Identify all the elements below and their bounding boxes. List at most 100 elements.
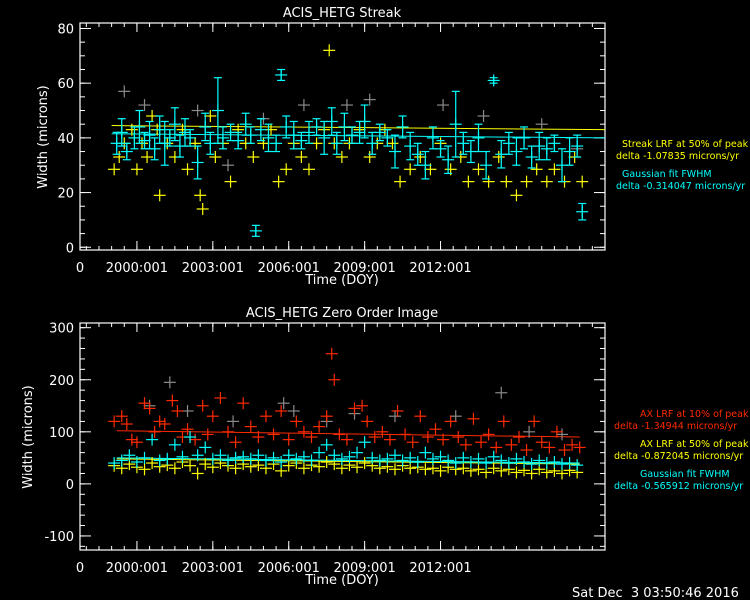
top-data-point [386, 137, 399, 150]
bottom-data-point [214, 449, 227, 462]
top-y-tick-label: 40 [57, 132, 74, 147]
bottom-data-point [313, 446, 326, 459]
top-data-point [265, 123, 278, 136]
bottom-data-point [163, 376, 176, 389]
top-data-point [345, 126, 358, 144]
bottom-x-tick-label: 2000:001 [106, 561, 168, 576]
bottom-data-point [419, 446, 432, 459]
top-data-point [211, 77, 224, 144]
bottom-data-points [108, 347, 586, 480]
bottom-data-point [495, 464, 508, 477]
top-plot-frame [79, 22, 606, 251]
bottom-data-point [191, 449, 204, 462]
top-data-point [464, 140, 477, 164]
top-legend-text: delta -0.314047 microns/yr [616, 181, 745, 192]
bottom-data-point [464, 456, 477, 469]
bottom-data-point [444, 415, 457, 428]
bottom-data-point [313, 420, 326, 433]
top-x-tick-label: 2012:001 [409, 261, 471, 276]
top-data-point [330, 131, 343, 155]
top-data-point [340, 99, 353, 112]
top-data-point [280, 115, 293, 139]
top-data-point [449, 90, 462, 158]
bottom-data-point [168, 438, 181, 451]
bottom-data-point [540, 457, 553, 470]
bottom-y-tick-label: 0 [66, 478, 74, 493]
bottom-legend-text: AX LRF at 10% of peak [640, 409, 749, 420]
top-data-point [184, 129, 197, 147]
bottom-data-point [356, 399, 369, 412]
bottom-data-point [558, 444, 571, 457]
bottom-fit-line [116, 430, 580, 438]
bottom-data-point [396, 454, 409, 467]
bottom-data-point [191, 467, 204, 480]
top-data-point [222, 159, 235, 172]
bottom-data-point [297, 425, 310, 438]
bottom-data-point [328, 373, 341, 386]
top-data-point [194, 189, 207, 202]
top-data-point [442, 145, 455, 175]
bottom-data-point [196, 399, 209, 412]
bottom-data-point [313, 460, 326, 473]
bottom-data-point [229, 451, 242, 464]
bottom-data-point [153, 454, 166, 467]
top-data-point [118, 85, 131, 98]
bottom-data-point [389, 449, 401, 462]
bottom-data-point [320, 410, 333, 423]
bottom-data-point [328, 449, 341, 462]
bottom-data-point [229, 462, 242, 475]
top-x-tick-label: 2009:001 [333, 261, 395, 276]
bottom-data-point [543, 441, 556, 454]
bottom-data-point [282, 449, 295, 462]
top-data-point [480, 150, 493, 180]
bottom-data-point [333, 428, 346, 441]
bottom-data-point [368, 431, 381, 444]
bottom-data-point [404, 462, 417, 475]
top-data-point [275, 68, 288, 82]
bottom-data-point [120, 418, 133, 431]
bottom-data-point [267, 428, 280, 441]
top-legend-text: delta -1.07835 microns/yr [616, 151, 739, 162]
bottom-data-point [361, 415, 374, 428]
bottom-data-point [320, 456, 333, 469]
top-data-point [280, 163, 293, 176]
bottom-data-point [571, 459, 584, 472]
bottom-data-point [358, 436, 371, 449]
top-data-point [224, 175, 237, 188]
bottom-data-point [168, 462, 181, 475]
top-data-point [244, 126, 257, 144]
bottom-data-point [358, 457, 371, 470]
top-data-point [576, 202, 589, 221]
bottom-data-point [437, 433, 450, 446]
bottom-data-point [518, 456, 531, 469]
bottom-data-point [166, 394, 179, 407]
bottom-data-point [148, 425, 161, 438]
bottom-data-point [487, 462, 500, 475]
bottom-data-point [457, 462, 470, 475]
bottom-data-point [535, 436, 548, 449]
top-data-point [325, 107, 338, 136]
bottom-data-point [201, 428, 214, 441]
top-data-point [323, 44, 336, 57]
top-y-tick-label: 0 [66, 241, 74, 256]
top-data-point [297, 99, 310, 112]
bottom-data-point [475, 436, 488, 449]
bottom-data-point [381, 452, 394, 465]
top-x-tick-label: 2000:001 [106, 261, 168, 276]
bottom-data-point [277, 397, 290, 410]
bottom-data-point [528, 415, 541, 428]
bottom-data-point [138, 463, 151, 476]
top-data-point [548, 163, 561, 176]
bottom-data-point [480, 457, 493, 470]
bottom-data-point [457, 451, 470, 464]
bottom-data-point [429, 423, 442, 436]
bottom-data-point [348, 402, 361, 415]
bottom-x-tick-label: 0 [76, 561, 84, 576]
bottom-x-tick-label: 2012:001 [409, 561, 471, 576]
bottom-chart-title: ACIS_HETG Zero Order Image [246, 306, 438, 321]
bottom-y-tick-label: 300 [49, 322, 74, 337]
bottom-data-point [505, 438, 518, 451]
top-data-point [363, 93, 376, 106]
top-data-point [262, 123, 275, 153]
top-data-point [191, 104, 204, 117]
